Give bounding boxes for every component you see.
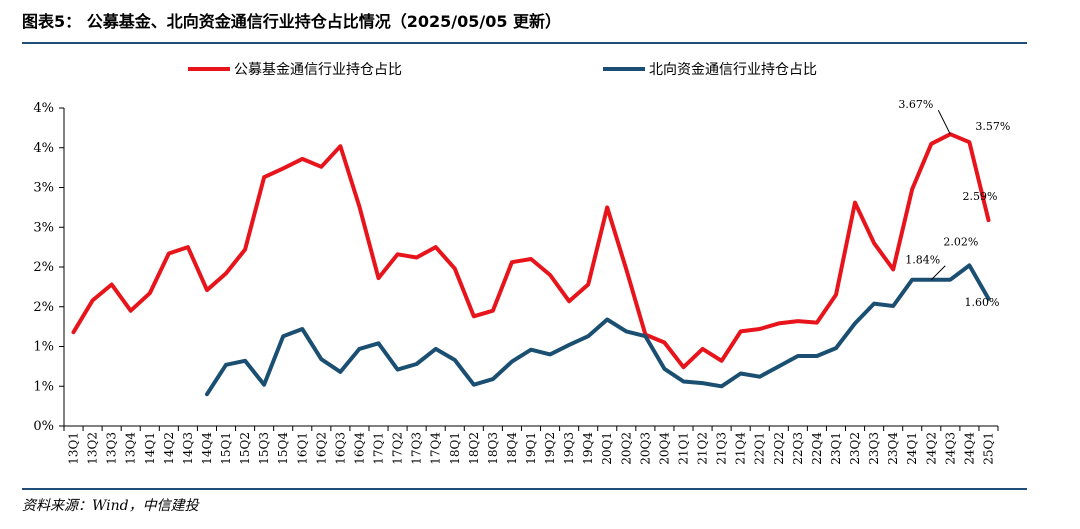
data-label: 2.02% — [943, 235, 978, 248]
x-tick-label: 15Q3 — [257, 432, 271, 465]
x-tick-label: 25Q1 — [981, 432, 995, 465]
x-tick-label: 22Q1 — [753, 432, 767, 465]
annotation-leader — [930, 265, 946, 281]
series-line-1 — [71, 132, 991, 370]
y-tick-label: 4% — [33, 141, 54, 156]
x-tick-label: 23Q2 — [848, 432, 862, 465]
x-tick-label: 22Q3 — [791, 432, 805, 465]
annotation-leader — [937, 110, 951, 135]
series-group — [71, 132, 991, 397]
x-tick-label: 19Q2 — [543, 432, 557, 465]
x-tick-label: 14Q4 — [200, 432, 214, 465]
y-tick-label: 1% — [33, 340, 54, 355]
x-tick-label: 20Q2 — [619, 432, 633, 465]
x-tick-label: 24Q2 — [924, 432, 938, 465]
legend-label-2: 北向资金通信行业持仓占比 — [649, 62, 817, 78]
x-tick-label: 24Q1 — [905, 432, 919, 465]
y-tick-label: 0% — [33, 419, 54, 434]
x-tick-label: 24Q4 — [962, 432, 976, 465]
x-tick-label: 20Q1 — [600, 432, 614, 465]
x-tick-label: 15Q1 — [219, 432, 233, 465]
data-label: 1.84% — [905, 254, 940, 267]
x-tick-label: 19Q1 — [524, 432, 538, 465]
x-tick-label: 23Q4 — [886, 432, 900, 465]
bottom-rule — [22, 488, 1027, 490]
x-tick-label: 19Q4 — [581, 432, 595, 465]
x-tick-label: 13Q3 — [105, 432, 119, 465]
x-tick-label: 17Q3 — [410, 432, 424, 465]
x-tick-label: 14Q3 — [181, 432, 195, 465]
x-tick-label: 21Q1 — [676, 432, 690, 465]
x-tick-label: 17Q1 — [372, 432, 386, 465]
y-tick-label: 2% — [33, 300, 54, 315]
x-tick-label: 20Q4 — [657, 432, 671, 465]
x-tick-label: 17Q4 — [429, 432, 443, 465]
x-tick-label: 18Q1 — [448, 432, 462, 465]
y-tick-label: 4% — [33, 101, 54, 116]
x-tick-label: 23Q1 — [829, 432, 843, 465]
x-tick-label: 16Q1 — [295, 432, 309, 465]
x-tick-label: 16Q2 — [314, 432, 328, 465]
x-tick-label: 14Q1 — [143, 432, 157, 465]
data-label: 2.59% — [962, 190, 997, 203]
x-tick-label: 16Q3 — [333, 432, 347, 465]
y-tick-label: 3% — [33, 181, 54, 196]
x-tick-label: 13Q2 — [86, 432, 100, 465]
source-note: 资料来源：Wind，中信建投 — [22, 498, 199, 514]
x-tick-label: 15Q2 — [238, 432, 252, 465]
y-tick-label: 2% — [33, 260, 54, 275]
data-label: 3.67% — [898, 98, 933, 111]
y-tick-label: 3% — [33, 220, 54, 235]
annotations: 3.67% 3.57% 2.59% 1.84%2.02% 1.60% — [898, 98, 1010, 309]
x-tick-label: 17Q2 — [391, 432, 405, 465]
legend: 公募基金通信行业持仓占比 北向资金通信行业持仓占比 — [188, 61, 817, 78]
x-tick-label: 21Q3 — [715, 432, 729, 465]
axes: 0% 1% 1% 2% 2% 3% 3% 4% 4% 13Q1 13Q2 13Q3 13Q4 14Q1 14… — [33, 101, 999, 465]
x-tick-label: 13Q4 — [124, 432, 138, 465]
x-tick-label: 22Q4 — [810, 432, 824, 465]
data-label: 3.57% — [975, 120, 1010, 133]
x-tick-label: 15Q4 — [276, 432, 290, 465]
x-tick-label: 18Q3 — [486, 432, 500, 465]
x-tick-label: 19Q3 — [562, 432, 576, 465]
x-tick-label: 20Q3 — [638, 432, 652, 465]
legend-label-1: 公募基金通信行业持仓占比 — [234, 61, 402, 78]
y-tick-label: 1% — [33, 379, 54, 394]
chart-title: 图表5： 公募基金、北向资金通信行业持仓占比情况（2025/05/05 更新） — [22, 12, 562, 31]
x-tick-label: 14Q2 — [162, 432, 176, 465]
x-tick-label: 22Q2 — [772, 432, 786, 465]
series-line-2 — [205, 263, 991, 397]
data-label: 1.60% — [964, 296, 999, 309]
x-tick-label: 23Q3 — [867, 432, 881, 465]
x-tick-label: 16Q4 — [352, 432, 366, 465]
x-tick-label: 18Q2 — [467, 432, 481, 465]
top-rule — [22, 42, 1027, 44]
x-tick-label: 21Q2 — [696, 432, 710, 465]
x-tick-label: 18Q4 — [505, 432, 519, 465]
x-tick-label: 13Q1 — [67, 432, 81, 465]
x-tick-label: 24Q3 — [943, 432, 957, 465]
x-tick-label: 21Q4 — [734, 432, 748, 465]
line-chart: 公募基金通信行业持仓占比 北向资金通信行业持仓占比 0% 1% 1% 2% 2% 3% 3% 4… — [33, 61, 1010, 465]
